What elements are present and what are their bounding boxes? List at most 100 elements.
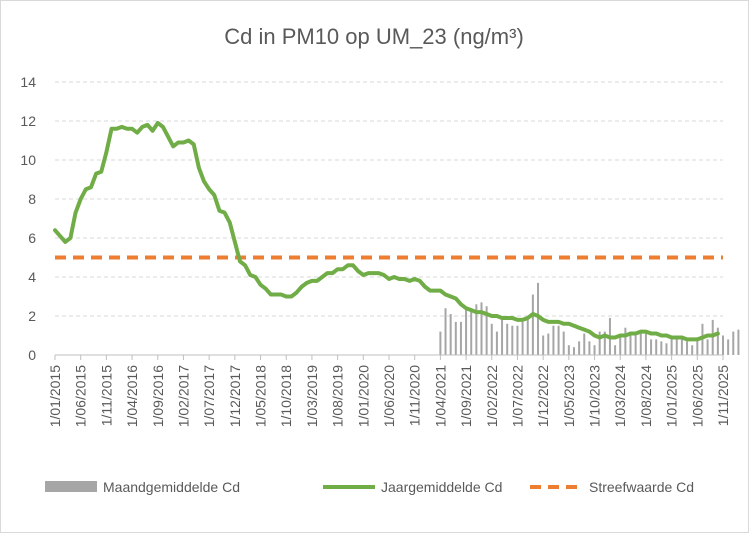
x-tick-label: 1/08/2019 [330,365,346,427]
x-tick-label: 1/06/2015 [73,365,89,427]
x-tick-label: 1/06/2020 [381,365,397,427]
x-tick-label: 1/05/2018 [253,365,269,427]
x-tick-label: 1/07/2022 [509,365,525,427]
x-tick-label: 1/02/2022 [484,365,500,427]
x-tick-label: 1/09/2021 [458,365,474,427]
bar-maandgemiddelde [506,323,509,355]
bar-maandgemiddelde [598,331,601,355]
bar-maandgemiddelde [706,339,709,355]
bar-maandgemiddelde [557,325,560,355]
x-axis-ticks: 1/01/2015 1/06/2015 1/11/2015 1/04/2016 1/09… [47,355,731,427]
bar-maandgemiddelde [655,339,658,355]
x-tick-label: 1/05/2023 [561,365,577,427]
bar-maandgemiddelde [629,333,632,355]
bar-maandgemiddelde [624,327,627,355]
bar-maandgemiddelde [470,310,473,355]
legend-label-maandgemiddelde: Maandgemiddelde Cd [103,479,240,495]
bar-maandgemiddelde [603,331,606,355]
x-tick-label: 1/08/2024 [638,365,654,427]
bar-maandgemiddelde [670,339,673,355]
x-tick-label: 1/12/2022 [535,365,551,427]
bar-maandgemiddelde [737,329,740,355]
x-tick-label: 1/11/2020 [407,365,423,426]
jaargemiddelde-line [53,120,720,342]
x-tick-label: 1/01/2025 [664,365,680,427]
bar-maandgemiddelde [732,331,735,355]
bar-maandgemiddelde [696,337,699,355]
bar-maandgemiddelde [537,282,540,355]
bar-maandgemiddelde [501,316,504,355]
x-tick-label: 1/11/2015 [98,365,114,426]
bar-maandgemiddelde [588,341,591,355]
bar-maandgemiddelde [722,335,724,355]
legend-label-streefwaarde: Streefwaarde Cd [589,479,694,495]
bar-maandgemiddelde [531,294,534,355]
bar-maandgemiddelde [475,304,478,355]
bar-maandgemiddelde [516,325,519,355]
bar-maandgemiddelde [562,331,565,355]
bar-maandgemiddelde [547,333,550,355]
bar-maandgemiddelde [485,306,488,355]
bar-maandgemiddelde [542,335,545,355]
monthly-bars [439,282,740,355]
bar-maandgemiddelde [593,345,596,355]
x-tick-label: 1/04/2021 [432,365,448,427]
bar-maandgemiddelde [459,321,462,355]
bar-maandgemiddelde [552,325,555,355]
y-tick-label-8: 8 [28,191,36,207]
bar-maandgemiddelde [619,337,622,355]
bar-maandgemiddelde [578,341,581,355]
y-tick-label-14: 14 [20,74,36,90]
bar-maandgemiddelde [444,308,447,355]
y-tick-label-2: 2 [28,308,36,324]
y-tick-label-12: 12 [20,113,36,129]
legend: Maandgemiddelde Cd Jaargemiddelde Cd Str… [45,479,694,495]
bar-maandgemiddelde [716,327,719,355]
bar-maandgemiddelde [572,347,575,355]
x-tick-label: 1/02/2017 [175,365,191,427]
legend-swatch-maandgemiddelde [45,481,97,492]
bar-maandgemiddelde [567,345,570,355]
bar-maandgemiddelde [526,317,529,355]
bar-maandgemiddelde [495,331,498,355]
x-tick-label: 1/11/2025 [715,365,731,426]
bar-maandgemiddelde [665,343,668,355]
bar-maandgemiddelde [480,302,483,355]
x-tick-label: 1/07/2017 [201,365,217,427]
bar-maandgemiddelde [490,323,493,355]
bar-maandgemiddelde [614,345,617,355]
y-tick-label-6: 6 [28,230,36,246]
bar-maandgemiddelde [680,335,683,355]
y-tick-label-10: 10 [20,152,36,168]
x-tick-label: 1/01/2015 [47,365,63,427]
bar-maandgemiddelde [675,335,678,355]
bar-maandgemiddelde [583,333,586,355]
bar-maandgemiddelde [686,341,689,355]
bar-maandgemiddelde [639,331,642,355]
y-tick-label-0: 0 [28,347,36,363]
x-tick-label: 1/03/2024 [612,365,628,427]
bar-maandgemiddelde [650,339,653,355]
x-tick-label: 1/04/2016 [124,365,140,427]
bar-maandgemiddelde [691,345,694,355]
x-tick-label: 1/09/2016 [150,365,166,427]
bar-maandgemiddelde [521,321,524,355]
bar-maandgemiddelde [454,321,457,355]
bar-maandgemiddelde [439,331,442,355]
x-tick-label: 1/01/2020 [355,365,371,427]
y-tick-label-4: 4 [28,269,36,285]
x-tick-label: 1/12/2017 [227,365,243,427]
legend-label-jaargemiddelde: Jaargemiddelde Cd [381,479,502,495]
bar-maandgemiddelde [727,339,730,355]
x-tick-label: 1/10/2023 [587,365,603,427]
bar-maandgemiddelde [449,314,452,355]
bar-maandgemiddelde [511,325,514,355]
bar-maandgemiddelde [644,333,647,355]
x-tick-label: 1/10/2018 [278,365,294,427]
x-tick-label: 1/03/2019 [304,365,320,427]
bar-maandgemiddelde [634,335,637,355]
y-axis-ticks: 0 2 4 6 8 10 12 14 [20,74,36,363]
bar-maandgemiddelde [465,310,468,355]
